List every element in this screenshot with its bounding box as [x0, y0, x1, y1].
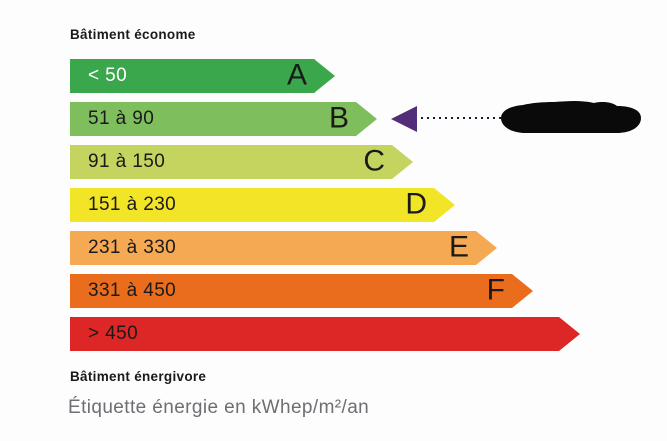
range-label: 51 à 90	[88, 108, 155, 129]
range-label: < 50	[88, 65, 128, 86]
energy-bar-g: > 450	[70, 317, 580, 351]
range-label: 151 à 230	[88, 194, 177, 215]
range-label: 231 à 330	[88, 237, 177, 258]
energy-bar-a: < 50 A	[70, 59, 335, 93]
energy-bars: < 50 A 51 à 90 B 91 à 150 C 151 à 230 D 231 à 33…	[70, 59, 580, 360]
grade-letter: E	[448, 230, 469, 264]
grade-letter: B	[328, 101, 349, 135]
grade-letter: A	[286, 58, 307, 92]
energy-bar-d: 151 à 230 D	[70, 188, 455, 222]
range-label: > 450	[88, 323, 139, 344]
energy-bar-b: 51 à 90 B	[70, 102, 377, 136]
energy-bar-f: 331 à 450 F	[70, 274, 533, 308]
scale-bottom-label: Bâtiment énergivore	[70, 369, 207, 384]
range-label: 91 à 150	[88, 151, 166, 172]
grade-letter: D	[405, 187, 427, 221]
grade-letter: F	[486, 273, 505, 307]
scale-top-label: Bâtiment économe	[70, 27, 196, 42]
chart-caption: Étiquette énergie en kWhep/m²/an	[68, 397, 370, 418]
range-label: 331 à 450	[88, 280, 177, 301]
energy-bar-e: 231 à 330 E	[70, 231, 497, 265]
grade-letter: C	[363, 144, 385, 178]
energy-bar-c: 91 à 150 C	[70, 145, 413, 179]
